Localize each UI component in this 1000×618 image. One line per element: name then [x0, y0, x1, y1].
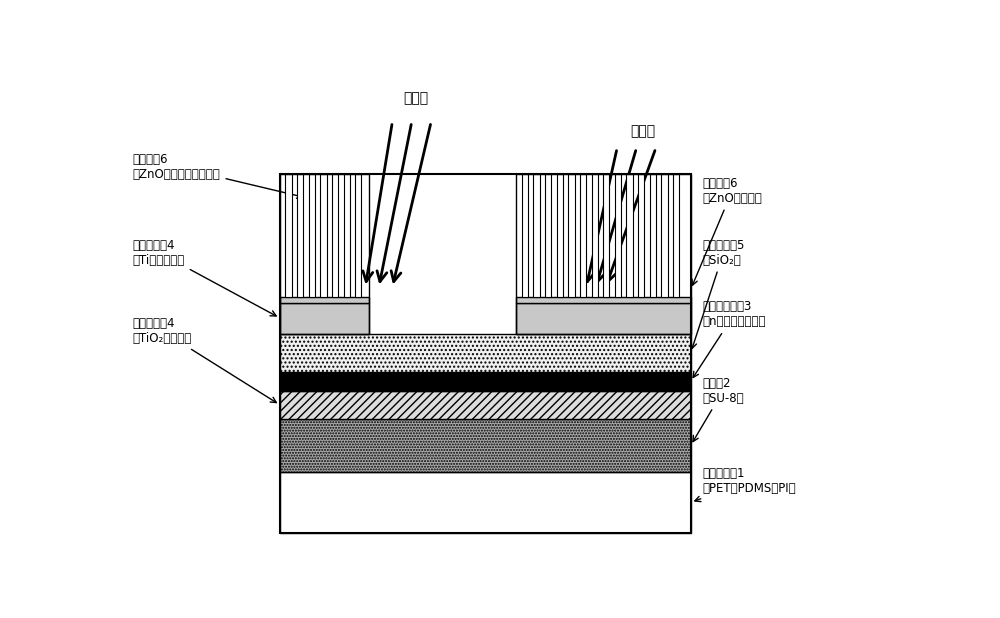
Bar: [280, 472, 691, 533]
Bar: [516, 303, 691, 334]
Bar: [638, 174, 644, 297]
Text: 柔性衬底层1
（PET或PDMS或PI）: 柔性衬底层1 （PET或PDMS或PI）: [695, 467, 796, 502]
Bar: [557, 174, 563, 297]
Bar: [280, 297, 369, 303]
Bar: [533, 174, 540, 297]
Bar: [355, 174, 361, 297]
Bar: [516, 174, 691, 334]
Bar: [650, 174, 656, 297]
Text: 钝化保护层5
（SiO₂）: 钝化保护层5 （SiO₂）: [691, 239, 745, 349]
Bar: [280, 303, 369, 334]
Bar: [615, 174, 621, 297]
Bar: [280, 174, 369, 334]
Bar: [673, 174, 679, 297]
Bar: [626, 174, 633, 297]
Bar: [320, 174, 327, 297]
Bar: [280, 391, 691, 419]
Bar: [592, 174, 598, 297]
Bar: [516, 297, 691, 303]
Bar: [280, 174, 691, 533]
Text: 粘合层2
（SU-8）: 粘合层2 （SU-8）: [693, 376, 744, 442]
Text: 光减反层6
（ZnO种子层）: 光减反层6 （ZnO种子层）: [692, 177, 762, 286]
Bar: [280, 371, 691, 391]
Bar: [309, 174, 315, 297]
Text: 入射光: 入射光: [403, 91, 428, 105]
Bar: [568, 174, 575, 297]
Bar: [297, 174, 303, 297]
Bar: [545, 174, 551, 297]
Bar: [522, 174, 528, 297]
Bar: [603, 174, 609, 297]
Bar: [661, 174, 668, 297]
Bar: [344, 174, 350, 297]
Bar: [332, 174, 338, 297]
Text: 光减反层6
（ZnO纳米圆柱线阵列）: 光减反层6 （ZnO纳米圆柱线阵列）: [133, 153, 303, 198]
Bar: [280, 419, 691, 472]
Bar: [580, 174, 586, 297]
Bar: [285, 174, 292, 297]
Bar: [280, 334, 691, 371]
Text: 入射光: 入射光: [630, 124, 655, 138]
Text: 欧姆接触层4
（Ti金属电极）: 欧姆接触层4 （Ti金属电极）: [133, 239, 276, 316]
Text: 欧姆接触层4
（TiO₂插入层）: 欧姆接触层4 （TiO₂插入层）: [133, 317, 276, 402]
Text: 硅薄膜活性层3
（n型单晶薄膜硅）: 硅薄膜活性层3 （n型单晶薄膜硅）: [693, 300, 766, 378]
